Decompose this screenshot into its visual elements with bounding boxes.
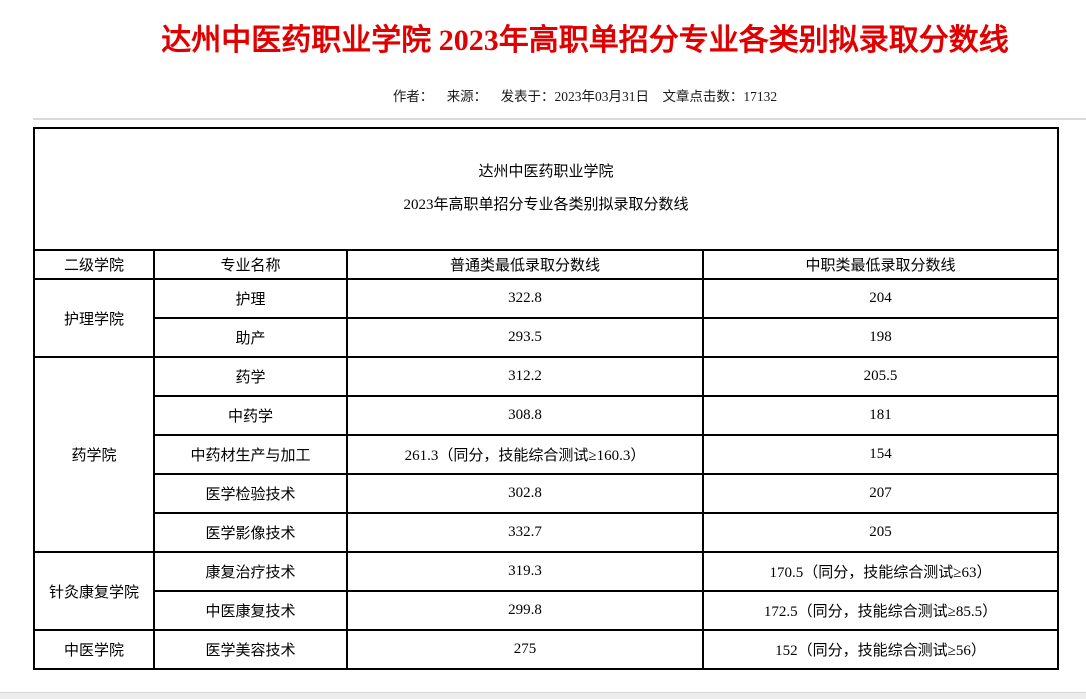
major-cell: 中医康复技术: [153, 590, 348, 631]
meta-click-count: 文章点击数：17132: [662, 89, 778, 104]
general-score-cell: 275: [346, 629, 704, 670]
college-cell: 护理学院: [33, 278, 155, 358]
vocational-score-cell: 205.5: [701, 356, 1060, 397]
vocational-score-cell: 154: [701, 434, 1060, 475]
vocational-score-cell: 204: [701, 278, 1060, 319]
table-caption-cell: 达州中医药职业学院 2023年高职单招分专业各类别拟录取分数线: [32, 127, 1060, 251]
meta-source-label: 来源：: [446, 89, 488, 104]
major-cell: 中药材生产与加工: [153, 434, 348, 475]
table-row: 医学影像技术 332.7 205: [34, 512, 1060, 553]
major-cell: 助产: [153, 317, 348, 358]
college-cell: 药学院: [33, 356, 155, 553]
table-row: 医学检验技术 302.8 207: [34, 473, 1060, 514]
vocational-score-cell: 181: [701, 395, 1060, 436]
table-caption-subtitle: 2023年高职单招分专业各类别拟录取分数线: [403, 197, 689, 213]
table-row: 护理学院 护理 322.8 204: [33, 278, 1060, 358]
general-score-cell: 299.8: [346, 590, 704, 631]
vocational-score-cell: 198: [701, 317, 1060, 358]
general-score-cell: 322.8: [346, 278, 704, 319]
major-cell: 护理: [153, 278, 348, 319]
page-title: 达州中医药职业学院 2023年高职单招分专业各类别拟录取分数线: [161, 24, 1009, 57]
major-cell: 药学: [153, 356, 348, 397]
table-header-row: 二级学院 专业名称 普通类最低录取分数线 中职类最低录取分数线: [33, 249, 1060, 280]
vocational-score-cell: 207: [701, 473, 1060, 514]
page-bottom-background: [0, 692, 1086, 699]
college-cell: 针灸康复学院: [33, 551, 155, 631]
meta-published-date: 发表于：2023年03月31日: [500, 89, 650, 104]
table-caption-row: 达州中医药职业学院 2023年高职单招分专业各类别拟录取分数线: [32, 127, 1060, 251]
meta-author-label: 作者：: [392, 89, 434, 104]
admission-scores-table: 达州中医药职业学院 2023年高职单招分专业各类别拟录取分数线 二级学院 专业名…: [32, 127, 1060, 670]
major-cell: 中药学: [153, 395, 348, 436]
article-meta: 作者： 来源： 发表于：2023年03月31日 文章点击数：17132: [0, 88, 1086, 105]
college-cell: 中医学院: [33, 629, 155, 670]
major-cell: 医学检验技术: [153, 473, 348, 514]
content-divider: [33, 118, 1086, 120]
table-row: 中医学院 医学美容技术 275 152（同分，技能综合测试≥56）: [33, 629, 1060, 670]
table-row: 中医康复技术 299.8 172.5（同分，技能综合测试≥85.5）: [34, 590, 1060, 631]
header-cell-vocational-score: 中职类最低录取分数线: [701, 249, 1060, 280]
general-score-cell: 332.7: [346, 512, 704, 553]
general-score-cell: 293.5: [346, 317, 704, 358]
major-cell: 医学美容技术: [153, 629, 348, 670]
general-score-cell: 308.8: [346, 395, 704, 436]
vocational-score-cell: 152（同分，技能综合测试≥56）: [701, 629, 1060, 670]
table-row: 中药材生产与加工 261.3（同分，技能综合测试≥160.3） 154: [34, 434, 1060, 475]
header-cell-general-score: 普通类最低录取分数线: [346, 249, 704, 280]
general-score-cell: 302.8: [346, 473, 704, 514]
vocational-score-cell: 170.5（同分，技能综合测试≥63）: [701, 551, 1060, 592]
major-cell: 康复治疗技术: [153, 551, 348, 592]
table-caption-college-name: 达州中医药职业学院: [478, 164, 614, 180]
vocational-score-cell: 205: [701, 512, 1060, 553]
table-row: 针灸康复学院 康复治疗技术 319.3 170.5（同分，技能综合测试≥63）: [33, 551, 1060, 631]
table-row: 中药学 308.8 181: [34, 395, 1060, 436]
general-score-cell: 312.2: [346, 356, 704, 397]
header-cell-college: 二级学院: [33, 249, 155, 280]
header-cell-major: 专业名称: [153, 249, 348, 280]
general-score-cell: 319.3: [346, 551, 704, 592]
table-row: 药学院 药学 312.2 205.5: [33, 356, 1060, 553]
major-cell: 医学影像技术: [153, 512, 348, 553]
table-row: 助产 293.5 198: [34, 317, 1060, 358]
vocational-score-cell: 172.5（同分，技能综合测试≥85.5）: [701, 590, 1060, 631]
general-score-cell: 261.3（同分，技能综合测试≥160.3）: [346, 434, 704, 475]
